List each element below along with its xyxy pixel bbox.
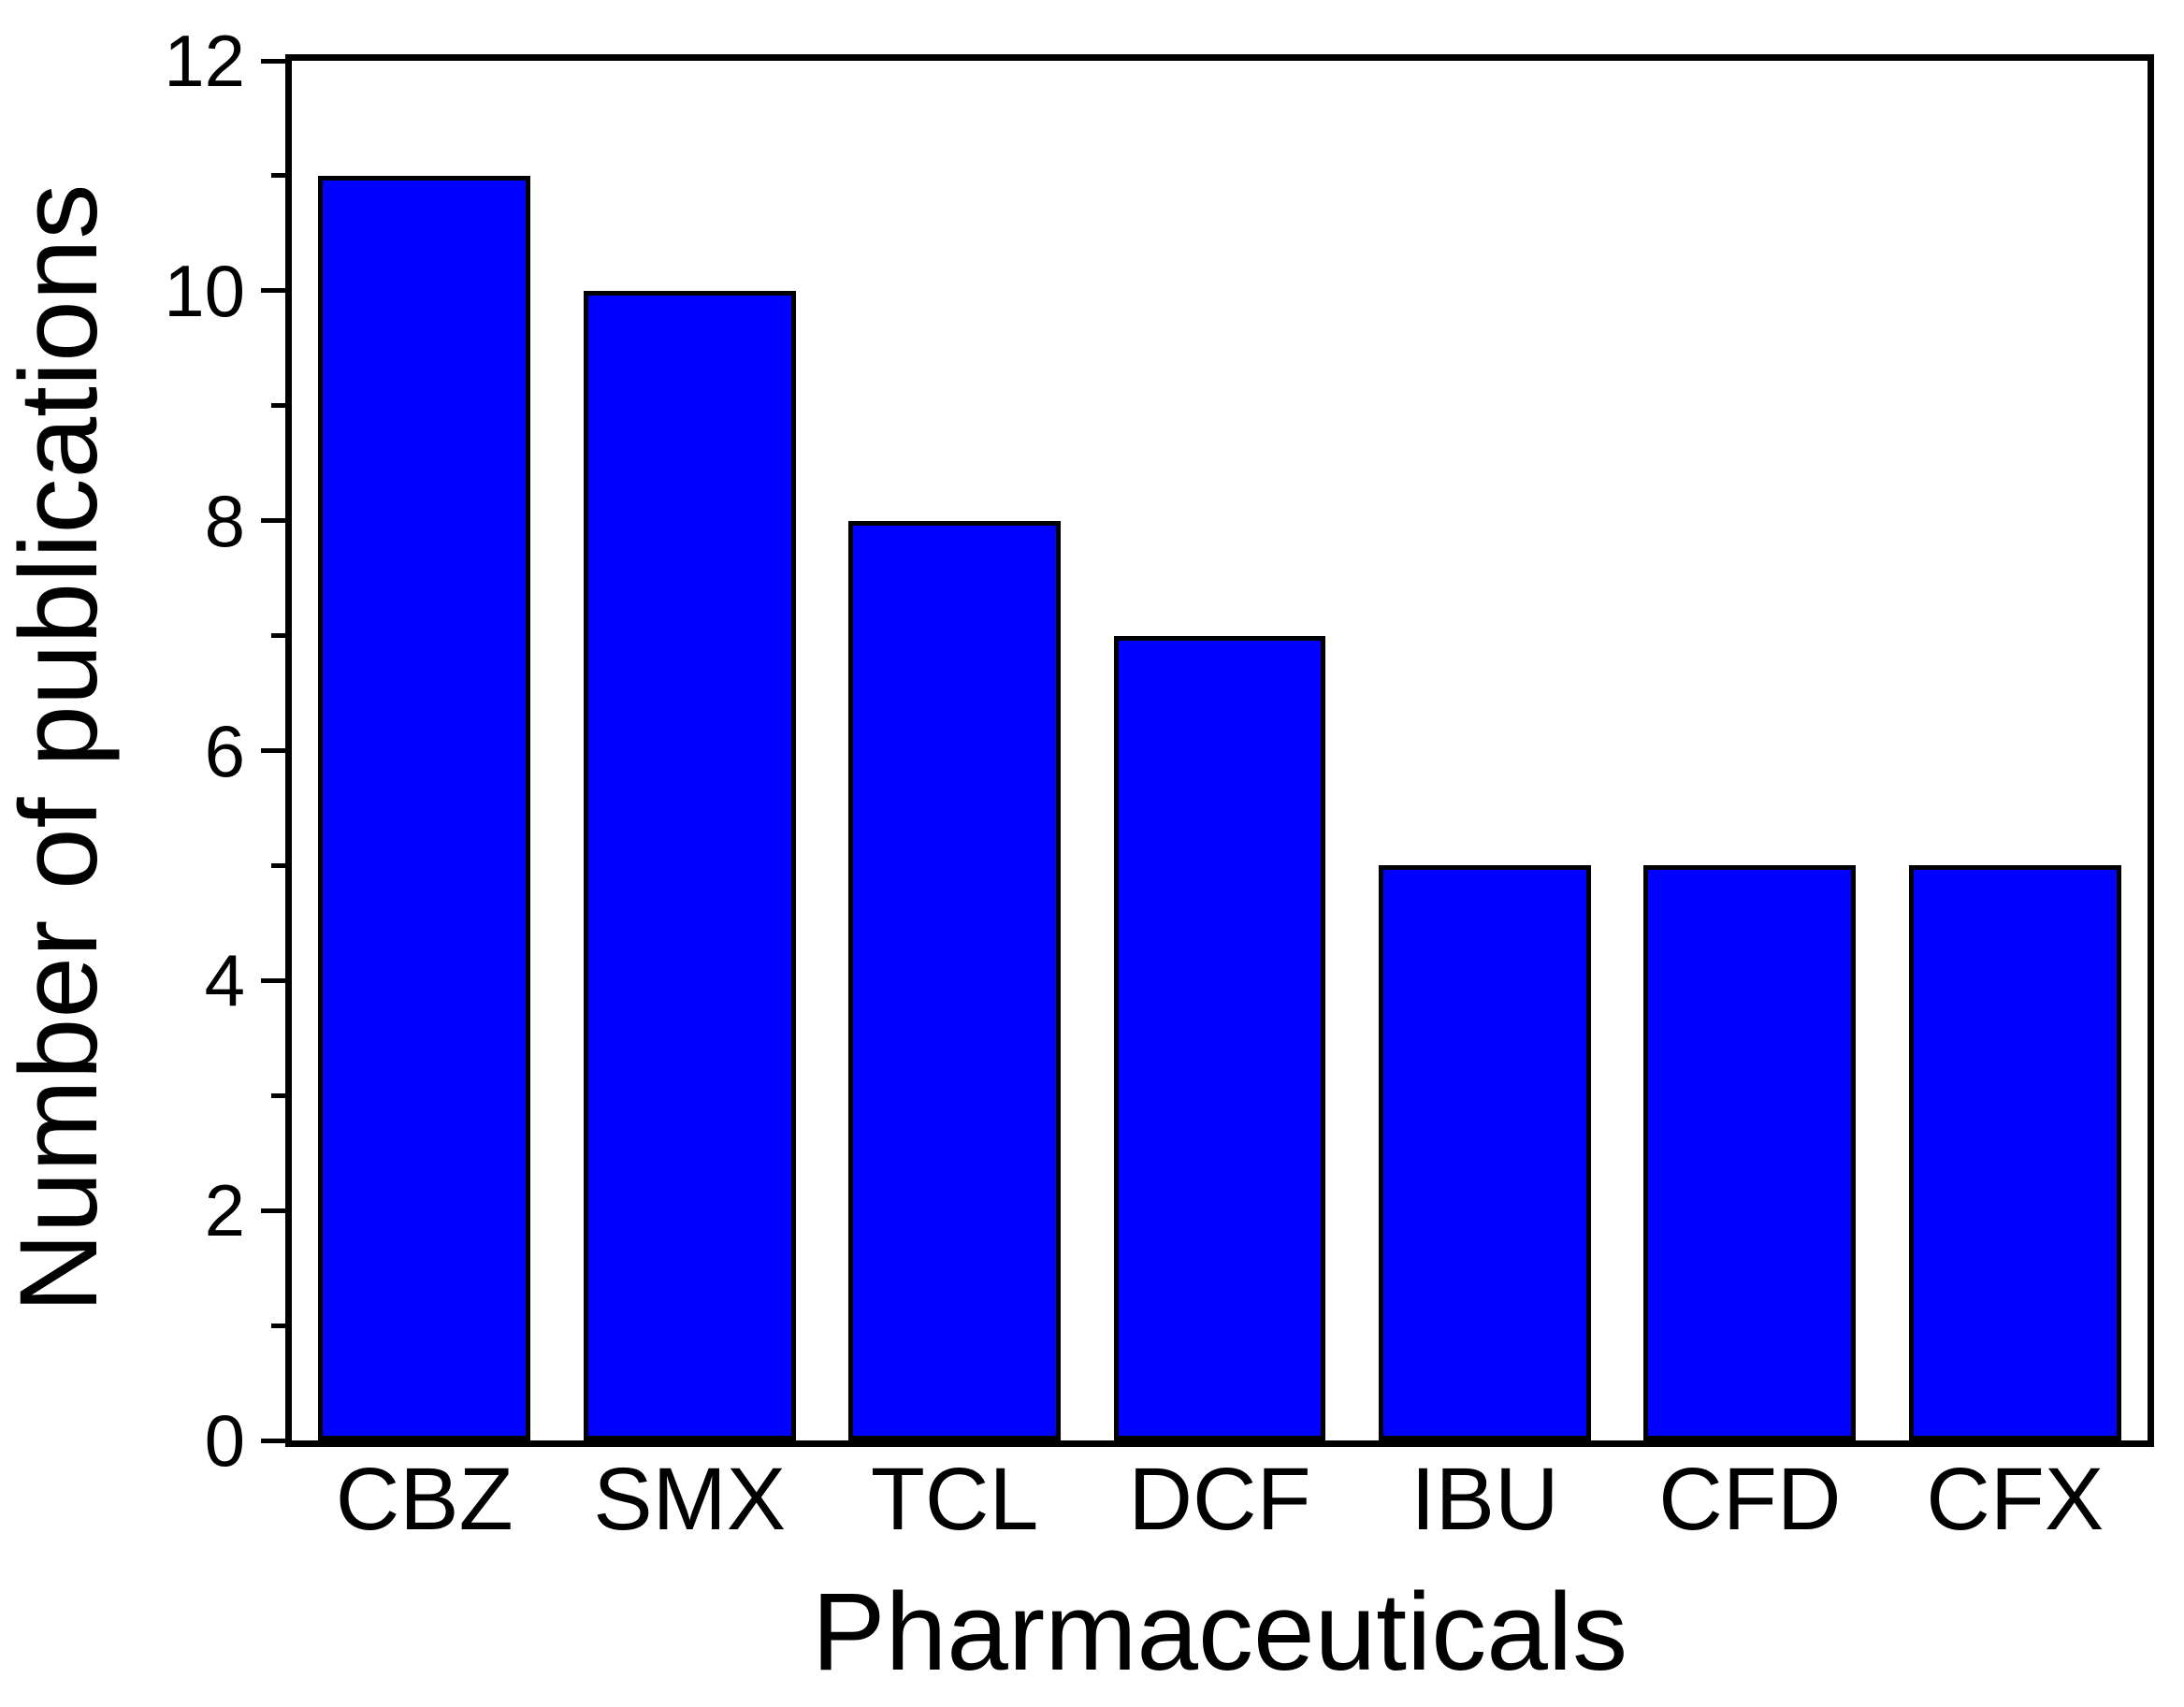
y-major-tick-8 xyxy=(261,518,285,524)
y-major-tick-0 xyxy=(261,1438,285,1443)
y-minor-tick-9 xyxy=(271,403,285,409)
y-minor-tick-7 xyxy=(271,633,285,639)
y-tick-label-4: 4 xyxy=(204,939,245,1022)
y-minor-tick-11 xyxy=(271,173,285,179)
bar-cfx xyxy=(1908,865,2121,1440)
y-minor-tick-3 xyxy=(271,1092,285,1098)
x-tick-label-smx: SMX xyxy=(593,1450,787,1549)
y-minor-tick-1 xyxy=(271,1323,285,1328)
y-major-tick-2 xyxy=(261,1208,285,1213)
x-tick-label-cfd: CFD xyxy=(1658,1450,1842,1549)
bar-ibu xyxy=(1379,865,1591,1440)
plot-frame xyxy=(285,54,2154,1447)
y-tick-label-0: 0 xyxy=(204,1399,245,1482)
bar-cfd xyxy=(1643,865,1857,1440)
bar-tcl xyxy=(848,520,1061,1440)
y-major-tick-4 xyxy=(261,977,285,983)
y-major-tick-10 xyxy=(261,288,285,294)
y-tick-label-12: 12 xyxy=(164,20,245,102)
y-major-tick-12 xyxy=(261,58,285,64)
x-tick-label-dcf: DCF xyxy=(1128,1450,1311,1549)
x-axis-title: Pharmaceuticals xyxy=(811,1570,1628,1694)
y-tick-label-8: 8 xyxy=(204,479,245,562)
x-tick-label-tcl: TCL xyxy=(870,1450,1039,1549)
y-tick-label-6: 6 xyxy=(204,709,245,792)
y-tick-label-10: 10 xyxy=(164,249,245,332)
x-tick-label-cfx: CFX xyxy=(1926,1450,2104,1549)
bar-dcf xyxy=(1113,635,1326,1440)
bar-smx xyxy=(583,290,796,1440)
x-tick-label-ibu: IBU xyxy=(1410,1450,1559,1549)
y-tick-label-2: 2 xyxy=(204,1169,245,1252)
y-major-tick-6 xyxy=(261,748,285,753)
bar-cbz xyxy=(318,175,531,1440)
y-minor-tick-5 xyxy=(271,862,285,868)
x-tick-label-cbz: CBZ xyxy=(335,1450,513,1549)
